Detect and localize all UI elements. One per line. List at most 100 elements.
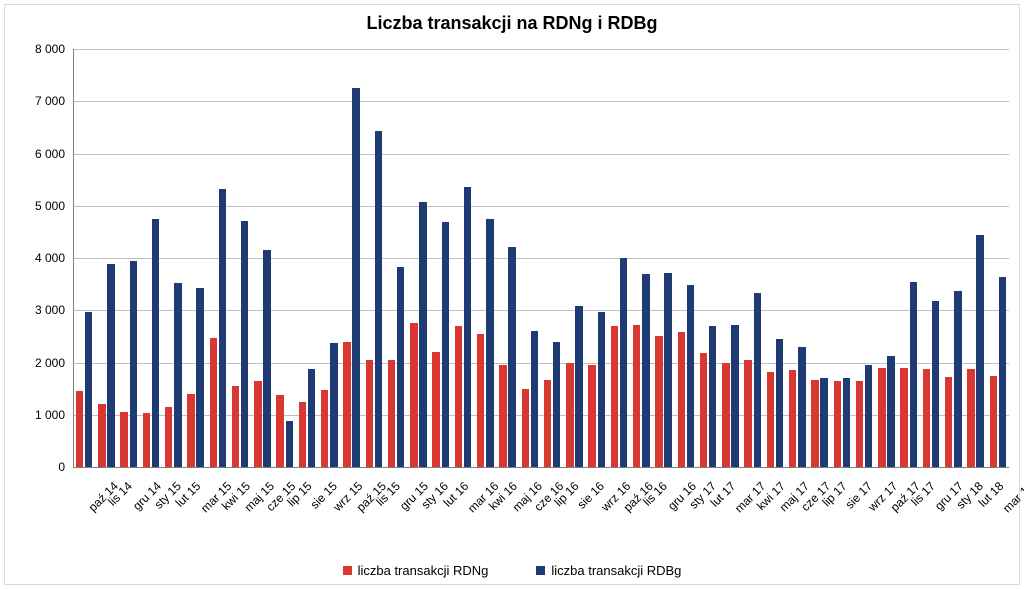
bar bbox=[241, 221, 248, 467]
bar bbox=[776, 339, 783, 467]
bar bbox=[419, 202, 426, 467]
bar bbox=[98, 404, 105, 467]
bar bbox=[76, 391, 83, 467]
legend: liczba transakcji RDNg liczba transakcji… bbox=[5, 563, 1019, 578]
plot-area bbox=[73, 49, 1009, 467]
bar bbox=[321, 390, 328, 467]
bar bbox=[375, 131, 382, 467]
bar bbox=[210, 338, 217, 467]
y-axis-line bbox=[73, 49, 74, 467]
bar bbox=[330, 343, 337, 467]
bar bbox=[575, 306, 582, 467]
bar bbox=[843, 378, 850, 467]
legend-label-rdbg: liczba transakcji RDBg bbox=[551, 563, 681, 578]
legend-swatch-rdng bbox=[343, 566, 352, 575]
bar bbox=[486, 219, 493, 467]
bar bbox=[976, 235, 983, 467]
bar bbox=[566, 363, 573, 468]
y-tick-label: 3 000 bbox=[5, 303, 65, 317]
gridline bbox=[73, 49, 1009, 50]
bar bbox=[299, 402, 306, 467]
gridline bbox=[73, 101, 1009, 102]
bar bbox=[967, 369, 974, 467]
bar bbox=[642, 274, 649, 467]
bar bbox=[531, 331, 538, 467]
bar bbox=[820, 378, 827, 467]
bar bbox=[432, 352, 439, 467]
bar bbox=[442, 222, 449, 467]
y-tick-label: 0 bbox=[5, 460, 65, 474]
bar bbox=[286, 421, 293, 467]
bar bbox=[709, 326, 716, 467]
bar bbox=[633, 325, 640, 467]
bar bbox=[308, 369, 315, 467]
bar bbox=[954, 291, 961, 467]
bar bbox=[687, 285, 694, 467]
bar bbox=[923, 369, 930, 467]
bar bbox=[455, 326, 462, 467]
y-tick-label: 1 000 bbox=[5, 408, 65, 422]
bar bbox=[900, 368, 907, 467]
bar bbox=[865, 365, 872, 467]
bar bbox=[388, 360, 395, 467]
chart-container: Liczba transakcji na RDNg i RDBg 0 1 000 2… bbox=[4, 4, 1020, 585]
bar bbox=[276, 395, 283, 467]
legend-swatch-rdbg bbox=[536, 566, 545, 575]
bar bbox=[945, 377, 952, 467]
bar bbox=[731, 325, 738, 467]
y-tick-label: 6 000 bbox=[5, 147, 65, 161]
legend-label-rdng: liczba transakcji RDNg bbox=[358, 563, 489, 578]
bar bbox=[85, 312, 92, 467]
bar bbox=[366, 360, 373, 467]
bar bbox=[678, 332, 685, 467]
gridline bbox=[73, 310, 1009, 311]
bar bbox=[508, 247, 515, 467]
legend-item-rdng: liczba transakcji RDNg bbox=[343, 563, 489, 578]
bar bbox=[174, 283, 181, 467]
bar bbox=[499, 365, 506, 467]
bar bbox=[254, 381, 261, 467]
bar bbox=[544, 380, 551, 467]
bar bbox=[598, 312, 605, 467]
bar bbox=[553, 342, 560, 467]
chart-title: Liczba transakcji na RDNg i RDBg bbox=[5, 13, 1019, 34]
bar bbox=[878, 368, 885, 467]
bar bbox=[910, 282, 917, 467]
y-tick-label: 2 000 bbox=[5, 356, 65, 370]
gridline bbox=[73, 206, 1009, 207]
bar bbox=[120, 412, 127, 467]
bar bbox=[152, 219, 159, 467]
bar bbox=[219, 189, 226, 467]
bar bbox=[990, 376, 997, 467]
bar bbox=[232, 386, 239, 468]
bar bbox=[655, 336, 662, 467]
bar bbox=[165, 407, 172, 467]
y-tick-label: 7 000 bbox=[5, 94, 65, 108]
bar bbox=[187, 394, 194, 467]
bar bbox=[343, 342, 350, 467]
bar bbox=[722, 363, 729, 468]
bar bbox=[744, 360, 751, 467]
bar bbox=[588, 365, 595, 467]
bar bbox=[856, 381, 863, 467]
bar bbox=[664, 273, 671, 467]
bar bbox=[107, 264, 114, 467]
bar bbox=[811, 380, 818, 467]
bar bbox=[410, 323, 417, 467]
x-tick-label: mar 18 bbox=[1000, 479, 1024, 515]
bar bbox=[464, 187, 471, 467]
gridline bbox=[73, 154, 1009, 155]
bar bbox=[477, 334, 484, 467]
bar bbox=[522, 389, 529, 467]
bar bbox=[611, 326, 618, 467]
gridline bbox=[73, 258, 1009, 259]
bar bbox=[143, 413, 150, 467]
bar bbox=[887, 356, 894, 467]
y-tick-label: 4 000 bbox=[5, 251, 65, 265]
legend-item-rdbg: liczba transakcji RDBg bbox=[536, 563, 681, 578]
bar bbox=[352, 88, 359, 467]
y-tick-label: 5 000 bbox=[5, 199, 65, 213]
bar bbox=[789, 370, 796, 467]
bar bbox=[700, 353, 707, 467]
bar bbox=[130, 261, 137, 467]
